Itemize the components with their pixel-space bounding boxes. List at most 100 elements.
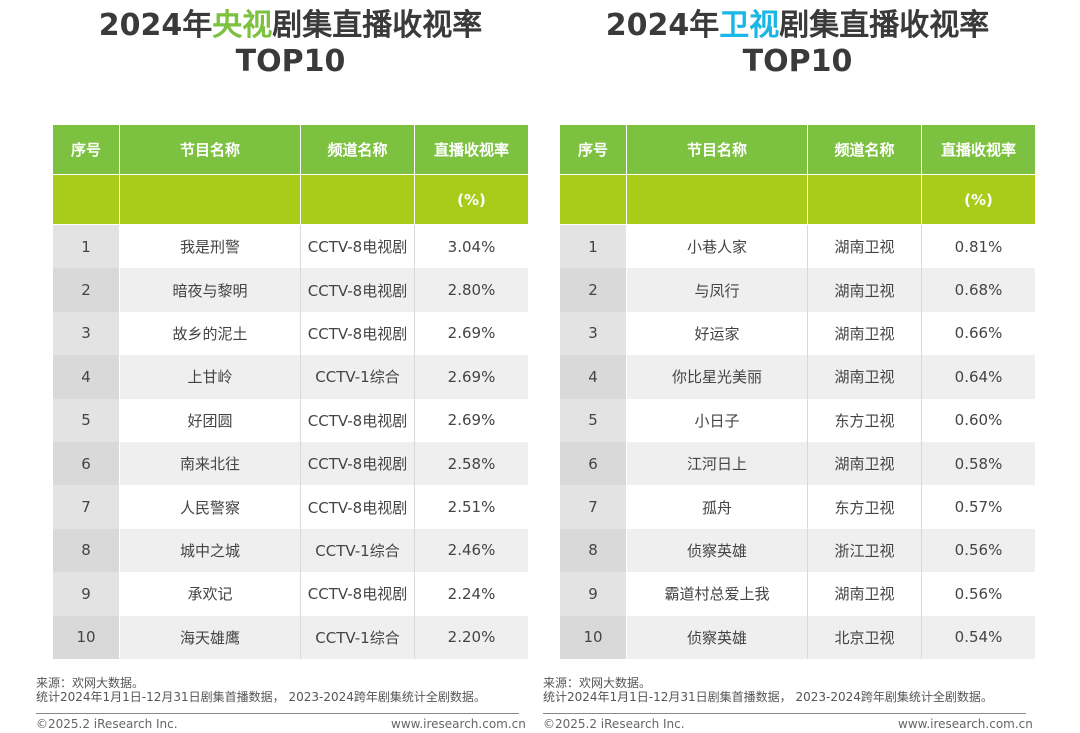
- site-url: www.iresearch.com.cn: [898, 717, 1033, 731]
- channel-cell: CCTV-1综合: [301, 355, 415, 399]
- program-cell: 承欢记: [120, 572, 301, 616]
- footer-divider: [36, 713, 519, 714]
- rank-cell: 10: [560, 615, 627, 659]
- program-cell: 你比星光美丽: [627, 355, 808, 399]
- rating-cell: 0.58%: [954, 454, 1003, 473]
- channel-cell: 湖南卫视: [808, 355, 922, 399]
- table-row: 10 侦察英雄 北京卫视 0.54%: [560, 615, 1035, 659]
- unit-empty: [808, 175, 922, 225]
- rank-cell: 5: [560, 398, 627, 442]
- rating-cell: 0.56%: [954, 584, 1003, 603]
- table-row: 6 江河日上 湖南卫视 0.58%: [560, 441, 1035, 486]
- channel-cell: CCTV-8电视剧: [301, 225, 415, 269]
- channel-cell: CCTV-8电视剧: [301, 485, 415, 529]
- program-cell: 城中之城: [120, 528, 301, 573]
- source-line: 来源：欢网大数据。: [36, 676, 145, 690]
- channel-cell: 湖南卫视: [808, 225, 922, 269]
- title-suffix: 剧集直播收视率: [779, 8, 990, 43]
- rating-cell: 0.60%: [954, 411, 1003, 430]
- rating-cell: 2.80%: [447, 281, 496, 300]
- program-cell: 南来北往: [120, 441, 301, 486]
- table-row: 5 好团圆 CCTV-8电视剧 2.69%: [53, 398, 528, 442]
- rank-cell: 4: [560, 355, 627, 399]
- rating-cell: 3.04%: [447, 237, 496, 256]
- table-row: 8 侦察英雄 浙江卫视 0.56%: [560, 528, 1035, 573]
- program-cell: 海天雄鹰: [120, 615, 301, 659]
- table-row: 6 南来北往 CCTV-8电视剧 2.58%: [53, 441, 528, 486]
- rank-cell: 8: [560, 528, 627, 573]
- channel-cell: 东方卫视: [808, 398, 922, 442]
- cctv-rows: 1 我是刑警 CCTV-8电视剧 3.04% 2 暗夜与黎明 CCTV-8电视剧 2.80% 3…: [53, 225, 528, 659]
- table-row: 9 承欢记 CCTV-8电视剧 2.24%: [53, 572, 528, 616]
- program-cell: 上甘岭: [120, 355, 301, 399]
- rating-cell: 0.64%: [954, 367, 1003, 386]
- program-cell: 孤舟: [627, 485, 808, 529]
- table-row: 2 暗夜与黎明 CCTV-8电视剧 2.80%: [53, 268, 528, 312]
- channel-cell: 湖南卫视: [808, 572, 922, 616]
- channel-cell: 北京卫视: [808, 615, 922, 659]
- table-header-row: 序号 节目名称 频道名称 直播收视率: [560, 125, 1035, 175]
- rating-cell: 0.68%: [954, 281, 1003, 300]
- header-program: 节目名称: [120, 125, 301, 175]
- table-header-row: 序号 节目名称 频道名称 直播收视率: [53, 125, 528, 175]
- header-channel: 频道名称: [808, 125, 922, 175]
- rank-cell: 3: [560, 311, 627, 356]
- table-row: 3 故乡的泥土 CCTV-8电视剧 2.69%: [53, 311, 528, 356]
- unit-empty: [120, 175, 301, 225]
- rank-cell: 10: [53, 615, 120, 659]
- copyright: ©2025.2 iResearch Inc.: [36, 717, 178, 731]
- channel-cell: 浙江卫视: [808, 528, 922, 573]
- header-rating: 直播收视率: [415, 125, 528, 175]
- channel-cell: 东方卫视: [808, 485, 922, 529]
- unit-empty: [627, 175, 808, 225]
- table-row: 2 与凤行 湖南卫视 0.68%: [560, 268, 1035, 312]
- header-rating: 直播收视率: [922, 125, 1035, 175]
- title-prefix: 2024年: [605, 8, 720, 43]
- rank-cell: 8: [53, 528, 120, 573]
- rank-cell: 6: [53, 441, 120, 486]
- program-cell: 人民警察: [120, 485, 301, 529]
- header-program: 节目名称: [627, 125, 808, 175]
- program-cell: 小巷人家: [627, 225, 808, 269]
- rank-cell: 6: [560, 441, 627, 486]
- satellite-rows: 1 小巷人家 湖南卫视 0.81% 2 与凤行 湖南卫视 0.68% 3 好运家 湖南卫视 0.66%…: [560, 225, 1035, 659]
- rating-cell: 2.58%: [447, 454, 496, 473]
- rank-cell: 1: [560, 225, 627, 269]
- channel-cell: CCTV-8电视剧: [301, 311, 415, 356]
- rank-cell: 7: [560, 485, 627, 529]
- title-prefix: 2024年: [98, 8, 213, 43]
- table-row: 4 你比星光美丽 湖南卫视 0.64%: [560, 355, 1035, 399]
- program-cell: 暗夜与黎明: [120, 268, 301, 312]
- table-row: 5 小日子 东方卫视 0.60%: [560, 398, 1035, 442]
- rating-cell: 2.51%: [447, 498, 496, 517]
- table-unit-row: (%): [560, 175, 1035, 225]
- rank-cell: 4: [53, 355, 120, 399]
- table-row: 9 霸道村总爱上我 湖南卫视 0.56%: [560, 572, 1035, 616]
- unit-empty: [560, 175, 627, 225]
- rating-cell: 2.20%: [447, 628, 496, 647]
- title-line2: TOP10: [742, 44, 853, 79]
- program-cell: 好运家: [627, 311, 808, 356]
- source-line: 来源：欢网大数据。: [543, 676, 652, 690]
- table-row: 4 上甘岭 CCTV-1综合 2.69%: [53, 355, 528, 399]
- cctv-table: 序号 节目名称 频道名称 直播收视率 (%) 1 我是刑警 CCTV-8电视剧 3.0…: [53, 125, 528, 659]
- channel-cell: 湖南卫视: [808, 441, 922, 486]
- table-unit-row: (%): [53, 175, 528, 225]
- header-rank: 序号: [560, 125, 627, 175]
- table-row: 1 小巷人家 湖南卫视 0.81%: [560, 225, 1035, 269]
- rank-cell: 9: [53, 572, 120, 616]
- rating-cell: 0.81%: [954, 237, 1003, 256]
- program-cell: 侦察英雄: [627, 615, 808, 659]
- header-unit: (%): [922, 175, 1035, 225]
- channel-cell: CCTV-8电视剧: [301, 572, 415, 616]
- header-rank: 序号: [53, 125, 120, 175]
- site-url: www.iresearch.com.cn: [391, 717, 526, 731]
- satellite-table: 序号 节目名称 频道名称 直播收视率 (%) 1 小巷人家 湖南卫视 0.81% 2 与凤…: [560, 125, 1035, 659]
- table-row: 7 孤舟 东方卫视 0.57%: [560, 485, 1035, 529]
- table-row: 7 人民警察 CCTV-8电视剧 2.51%: [53, 485, 528, 529]
- source-detail: 统计2024年1月1日-12月31日剧集首播数据， 2023-2024跨年剧集统…: [36, 690, 486, 704]
- rank-cell: 1: [53, 225, 120, 269]
- table-row: 3 好运家 湖南卫视 0.66%: [560, 311, 1035, 356]
- channel-cell: 湖南卫视: [808, 311, 922, 356]
- rating-cell: 0.66%: [954, 324, 1003, 343]
